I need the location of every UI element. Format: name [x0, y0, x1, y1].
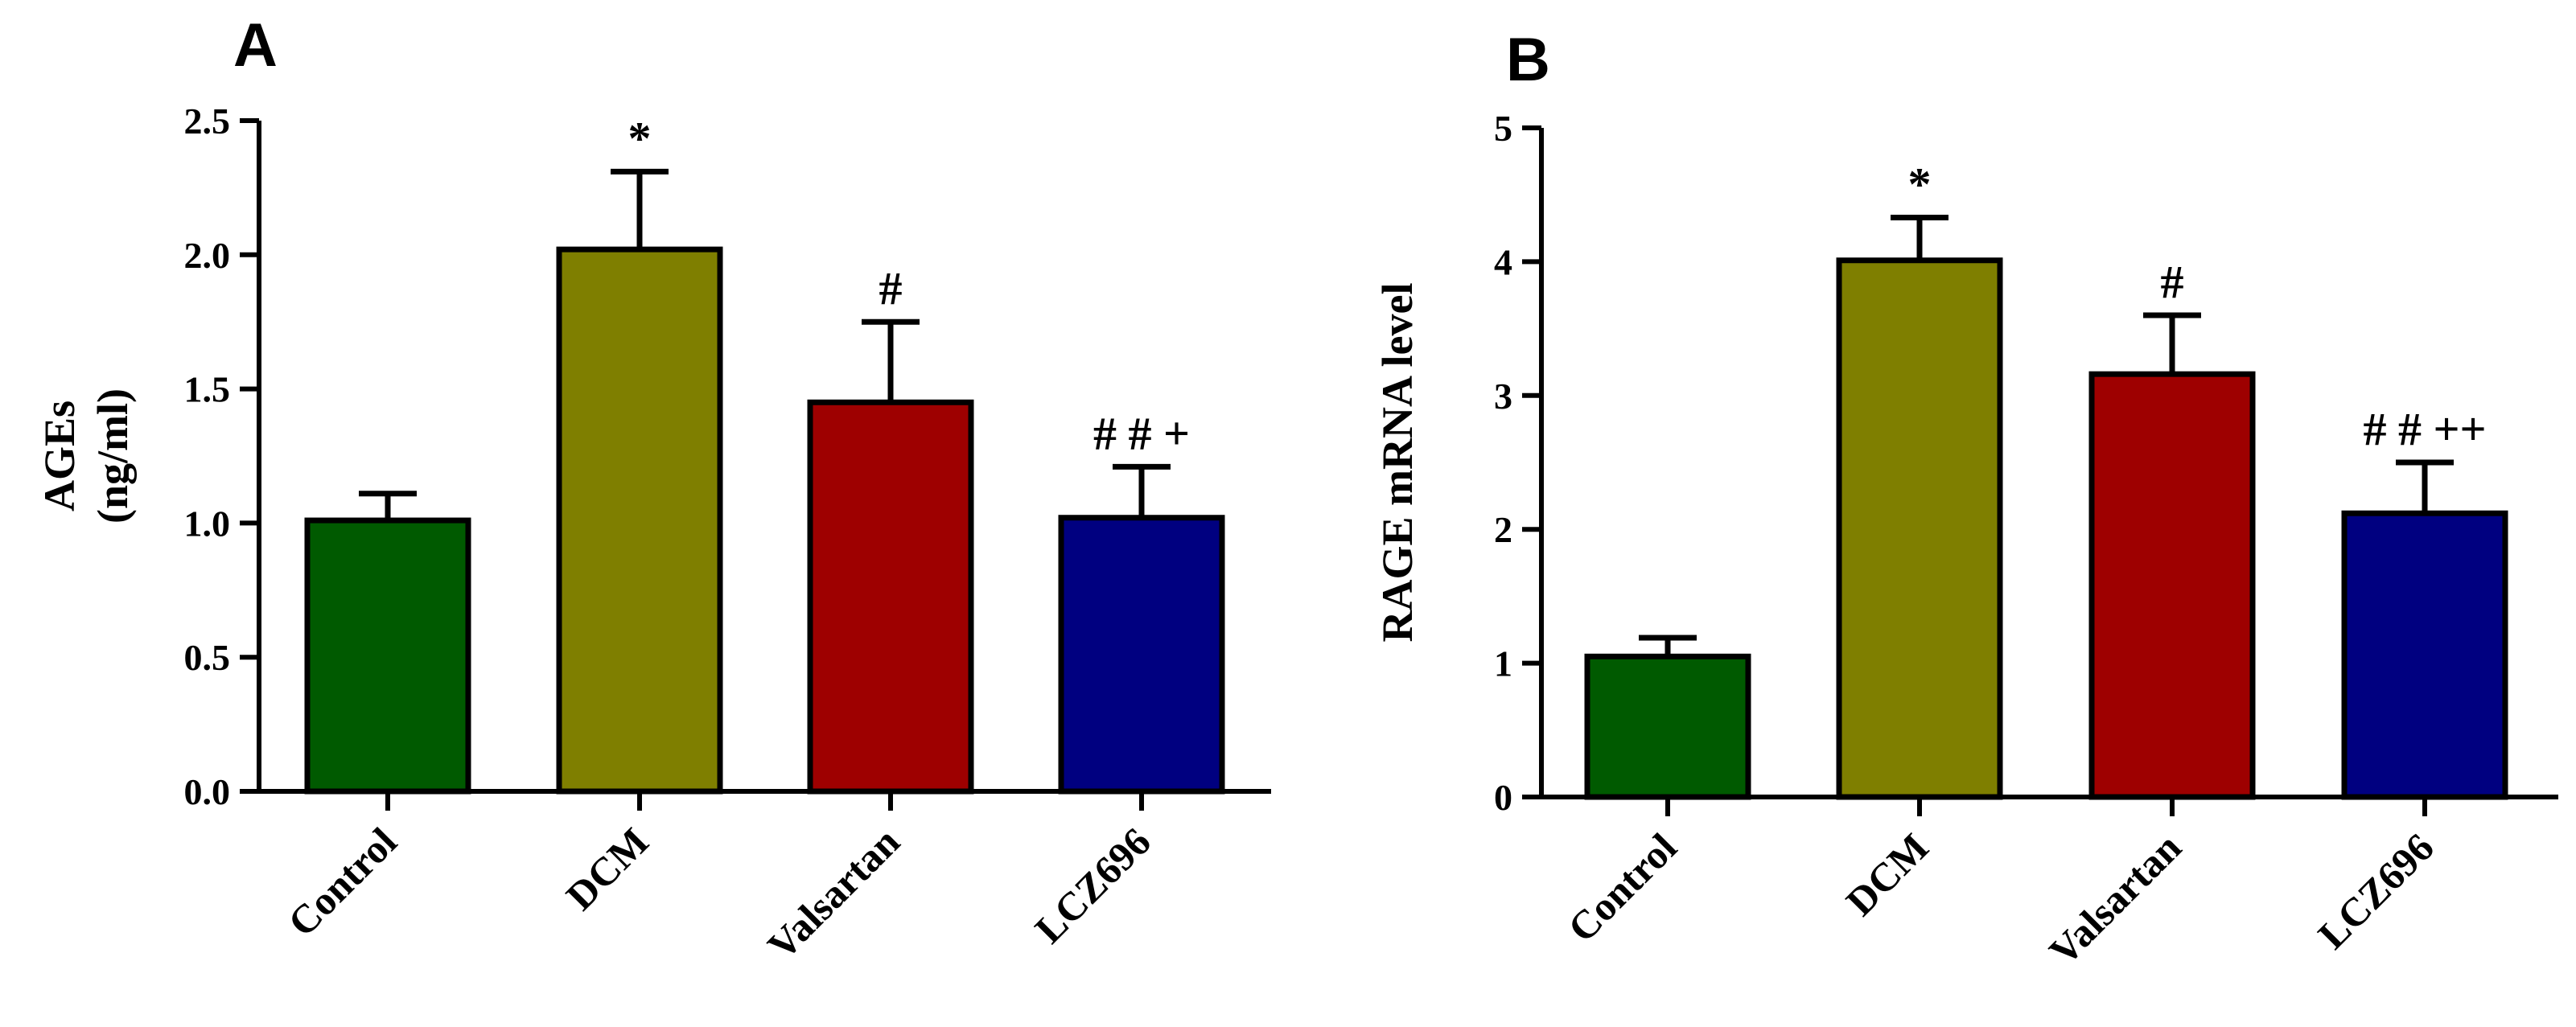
- bar-control: [304, 517, 471, 795]
- x-tick-label: LCZ696: [2309, 824, 2442, 957]
- y-tick-label: 2.5: [184, 101, 231, 142]
- x-tick-label: LCZ696: [1026, 819, 1158, 951]
- y-tick-label: 0: [1494, 777, 1512, 818]
- significance-label: #: [879, 262, 903, 314]
- bar-dcm: [1836, 257, 2003, 800]
- y-tick-label: 4: [1494, 241, 1512, 282]
- bar-valsartan: [2088, 371, 2256, 800]
- x-tick-label: Control: [1559, 824, 1685, 951]
- bar-lcz696: [1058, 515, 1225, 795]
- y-tick-label: 0.5: [184, 637, 231, 678]
- panel-a: A 0.0 0.5 1.0 1.5 2.0 2.5 AGEs (ng/ml) Control * DC…: [35, 11, 1271, 968]
- y-tick-label: 2.0: [184, 235, 231, 276]
- y-tick-label: 1.5: [184, 369, 231, 410]
- y-axis-title: RAGE mRNA level: [1373, 283, 1422, 643]
- significance-label: *: [628, 112, 652, 164]
- error-bar: [359, 491, 417, 521]
- y-tick-label: 0.0: [184, 771, 231, 812]
- x-tick-label: DCM: [1837, 824, 1937, 924]
- y-tick-label: 5: [1494, 108, 1512, 149]
- bar-valsartan: [807, 399, 974, 795]
- x-tick-label: Valsartan: [2040, 824, 2190, 974]
- x-tick-label: Control: [279, 819, 405, 945]
- bar-control: [1584, 653, 1751, 800]
- panel-letter: A: [233, 11, 278, 80]
- significance-label: #: [2161, 256, 2184, 308]
- error-bar: [2396, 459, 2454, 514]
- significance-label: # # +: [1093, 407, 1190, 459]
- error-bar: [1113, 463, 1171, 518]
- y-tick-label: 3: [1494, 376, 1512, 417]
- y-tick-label: 1.0: [184, 503, 231, 544]
- error-bar: [1891, 214, 1948, 261]
- bar-dcm: [556, 246, 723, 795]
- bar-lcz696: [2341, 510, 2508, 800]
- x-tick-label: DCM: [558, 819, 657, 918]
- error-bar: [862, 318, 920, 403]
- y-tick-label: 2: [1494, 509, 1512, 550]
- panel-letter: B: [1506, 26, 1550, 94]
- error-bar: [1639, 635, 1697, 657]
- panel-b: B 0 1 2 3 4 5 RAGE mRNA level Control * DCM # Valsar…: [1373, 26, 2558, 974]
- significance-label: # # ++: [2363, 403, 2486, 455]
- y-axis-title: (ng/ml): [88, 388, 137, 524]
- error-bar: [2143, 312, 2201, 375]
- x-tick-label: Valsartan: [759, 819, 908, 968]
- y-axis-title: AGEs: [35, 401, 84, 511]
- significance-label: *: [1908, 158, 1932, 210]
- y-tick-label: 1: [1494, 643, 1512, 684]
- error-bar: [611, 168, 669, 250]
